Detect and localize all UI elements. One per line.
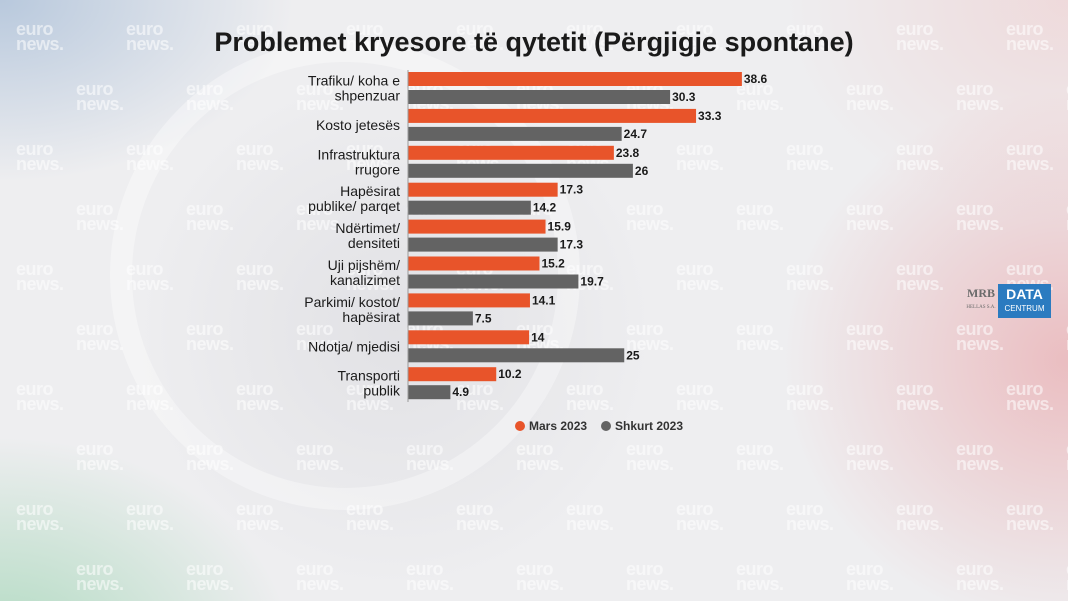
bar-shkurt [408, 237, 558, 252]
logo-data: DATA [1006, 286, 1043, 302]
bar-value-label: 19.7 [580, 275, 604, 289]
category-label: Uji pijshëm/ [328, 257, 400, 273]
bar-value-label: 7.5 [475, 311, 492, 325]
bar-value-label: 25 [626, 348, 640, 362]
category-label: publike/ parqet [308, 198, 400, 214]
legend-label: Mars 2023 [529, 419, 587, 433]
category-label: densiteti [348, 235, 400, 251]
bar-value-label: 30.3 [672, 90, 696, 104]
legend-marker [601, 421, 611, 431]
bar-mars [408, 145, 614, 160]
mrb-data-centrum-logo: MRB HELLAS S.A. DATA CENTRUM [965, 284, 1051, 318]
category-label: Transporti [337, 368, 400, 384]
category-label: Ndërtimet/ [335, 220, 400, 236]
bar-shkurt [408, 200, 531, 215]
category-label: Parkimi/ kostot/ [304, 294, 400, 310]
bar-value-label: 33.3 [698, 109, 722, 123]
category-label: kanalizimet [330, 272, 400, 288]
bar-value-label: 15.9 [548, 220, 572, 234]
bar-value-label: 14.1 [532, 293, 556, 307]
category-label: Ndotja/ mjedisi [308, 338, 400, 354]
logo-mrb-sub: HELLAS S.A. [966, 305, 996, 310]
bar-mars [408, 182, 558, 197]
chart-title: Problemet kryesore të qytetit (Përgjigje… [214, 27, 854, 57]
bar-mars [408, 367, 497, 382]
bar-value-label: 38.6 [744, 72, 768, 86]
bar-value-label: 15.2 [541, 257, 565, 271]
bar-value-label: 17.3 [560, 183, 584, 197]
category-label: Kosto jetesës [316, 117, 400, 133]
category-label: hapësirat [342, 309, 400, 325]
bar-value-label: 10.2 [498, 367, 522, 381]
bar-value-label: 14.2 [533, 201, 557, 215]
legend-marker [515, 421, 525, 431]
logo-mrb: MRB [967, 286, 995, 300]
bar-shkurt [408, 90, 671, 104]
category-label: Infrastruktura [318, 146, 401, 162]
bar-mars [408, 256, 540, 271]
bar-value-label: 24.7 [624, 127, 648, 141]
bar-mars [408, 293, 530, 308]
bar-mars [408, 72, 742, 86]
legend-label: Shkurt 2023 [615, 419, 683, 433]
bar-value-label: 4.9 [452, 385, 469, 399]
logo-data-centrum: DATA CENTRUM [998, 284, 1051, 318]
bar-mars [408, 219, 546, 234]
bar-value-label: 14 [531, 330, 545, 344]
category-label: rrugore [355, 161, 400, 177]
bar-value-label: 17.3 [560, 238, 584, 252]
bar-mars [408, 330, 530, 345]
bar-shkurt [408, 385, 451, 400]
bar-mars [408, 108, 697, 123]
bar-value-label: 23.8 [616, 146, 640, 160]
category-label: publik [363, 383, 401, 399]
bar-shkurt [408, 274, 579, 289]
logo-centrum: CENTRUM [1004, 304, 1045, 313]
bar-shkurt [408, 163, 633, 178]
bar-value-label: 26 [635, 164, 649, 178]
category-label: Hapësirat [340, 183, 400, 199]
bar-shkurt [408, 126, 622, 141]
category-label: shpenzuar [335, 88, 401, 104]
bar-shkurt [408, 348, 625, 363]
bar-shkurt [408, 311, 473, 326]
category-label: Trafiku/ koha e [308, 73, 400, 89]
